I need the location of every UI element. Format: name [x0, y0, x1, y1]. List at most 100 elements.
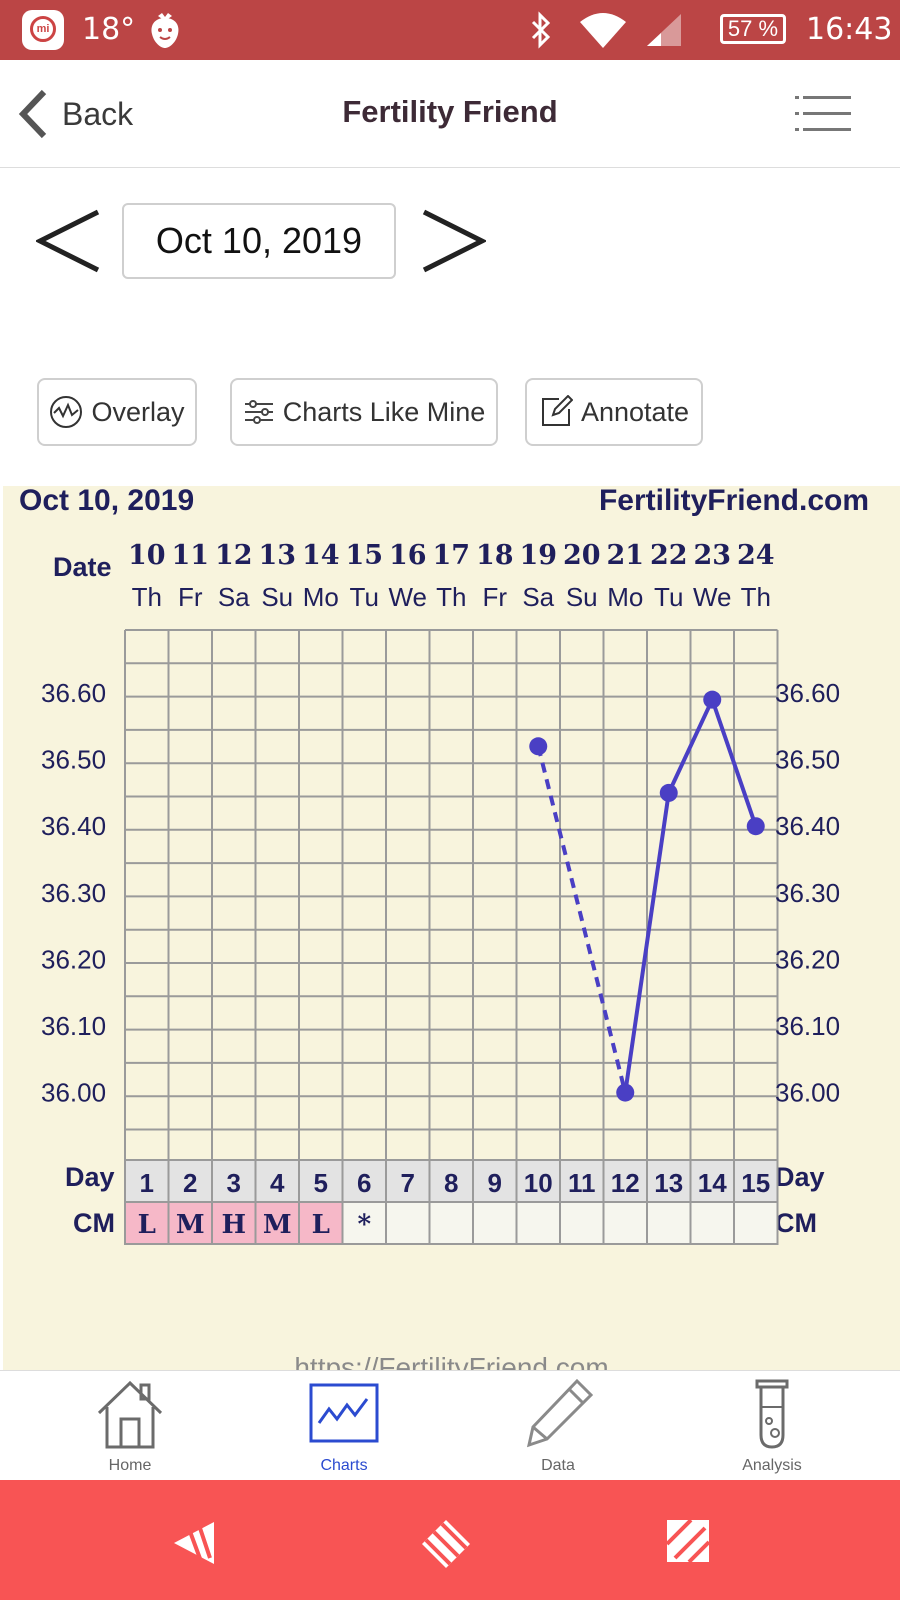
arrow-right-icon — [422, 209, 488, 273]
system-back-button[interactable] — [170, 1518, 220, 1573]
date-label: 22 — [650, 540, 688, 571]
arrow-left-icon — [34, 209, 100, 273]
overlay-button[interactable]: Overlay — [37, 378, 197, 446]
cm-cell — [428, 1201, 474, 1245]
temperature-point — [616, 1083, 635, 1102]
system-home-button[interactable] — [420, 1518, 472, 1575]
cycle-day-label: 14 — [698, 1168, 727, 1198]
day-row-label-right: Day — [775, 1162, 825, 1192]
date-label: 10 — [128, 540, 166, 571]
nav-item-analysis[interactable]: Analysis — [665, 1371, 879, 1481]
weekday-label: Su — [566, 582, 598, 612]
cm-cell — [472, 1201, 518, 1245]
cycle-day-label: 13 — [654, 1168, 683, 1198]
cm-row-label: CM — [73, 1208, 115, 1238]
nav-item-charts[interactable]: Charts — [237, 1371, 451, 1481]
cycle-day-label: 11 — [568, 1168, 596, 1198]
y-tick-label-right: 36.50 — [775, 745, 840, 775]
date-label: 17 — [432, 540, 470, 571]
date-label: 19 — [519, 540, 557, 571]
strawberry-icon — [146, 10, 184, 50]
temperature-point — [703, 690, 722, 709]
y-tick-label-left: 36.50 — [41, 745, 106, 775]
cycle-day-cell — [602, 1159, 648, 1203]
weekday-label: We — [388, 582, 427, 612]
cycle-day-label: 7 — [401, 1168, 415, 1198]
previous-date-button[interactable] — [34, 208, 102, 279]
status-bar: mi 18° 57 % 16:43 — [0, 0, 900, 60]
y-tick-label-right: 36.60 — [775, 678, 840, 708]
temperature-point — [746, 817, 765, 836]
date-label: 23 — [693, 540, 731, 571]
overlay-icon — [50, 396, 83, 428]
system-recents-button[interactable] — [665, 1518, 711, 1569]
cm-cell — [341, 1201, 387, 1245]
cycle-day-label: 6 — [357, 1168, 371, 1198]
charts-icon — [309, 1383, 379, 1443]
cycle-day-cell — [385, 1159, 431, 1203]
date-label: 13 — [258, 540, 296, 571]
weekday-label: Th — [132, 582, 162, 612]
annotate-button[interactable]: Annotate — [525, 378, 703, 446]
weekday-label: Sa — [522, 582, 554, 612]
nav-item-home[interactable]: Home — [23, 1371, 237, 1481]
edit-icon — [541, 395, 573, 426]
temperature-line-dashed — [536, 745, 628, 1094]
y-tick-label-left: 36.20 — [41, 944, 106, 974]
menu-list-icon[interactable] — [795, 94, 851, 139]
back-button[interactable]: Back — [18, 86, 133, 142]
cm-cell — [167, 1201, 213, 1245]
pencil-icon — [526, 1378, 594, 1448]
date-picker[interactable]: Oct 10, 2019 — [122, 203, 396, 279]
weekday-label: We — [693, 582, 732, 612]
cm-value: * — [357, 1210, 371, 1240]
weekday-label: Th — [741, 582, 771, 612]
bbt-chart-panel: Oct 10, 2019 FertilityFriend.com Date 10 Th 1… — [3, 486, 900, 1370]
annotate-label: Annotate — [580, 396, 690, 427]
nav-label-analysis: Analysis — [742, 1457, 802, 1474]
charts-like-mine-label: Charts Like Mine — [282, 396, 486, 427]
cm-value: H — [221, 1210, 246, 1240]
charts-like-mine-button[interactable]: Charts Like Mine — [230, 378, 498, 446]
cm-cell — [515, 1201, 561, 1245]
weekday-label: Mo — [303, 582, 339, 612]
cm-cell — [298, 1201, 344, 1245]
cm-value: M — [176, 1210, 205, 1240]
date-label: 12 — [215, 540, 253, 571]
app-header: Back Fertility Friend — [0, 60, 900, 168]
weekday-label: Tu — [654, 582, 683, 612]
y-tick-label-left: 36.30 — [41, 878, 106, 908]
page-title: Fertility Friend — [342, 94, 558, 129]
recents-square-icon — [665, 1518, 711, 1564]
battery-indicator: 57 % — [720, 14, 786, 44]
date-label: 16 — [389, 540, 427, 571]
cm-cell — [385, 1201, 431, 1245]
cycle-day-cell — [167, 1159, 213, 1203]
weather-temperature: 18° — [82, 12, 136, 47]
weekday-label: Fr — [482, 582, 507, 612]
day-row-label: Day — [65, 1162, 115, 1192]
date-label: 11 — [171, 540, 209, 571]
cycle-day-cell — [341, 1159, 387, 1203]
cycle-day-label: 5 — [314, 1168, 328, 1198]
cycle-day-label: 8 — [444, 1168, 458, 1198]
date-label: 21 — [606, 540, 644, 571]
date-label: 15 — [345, 540, 383, 571]
date-label: 18 — [476, 540, 514, 571]
date-label: 20 — [563, 540, 601, 571]
back-label: Back — [62, 95, 134, 132]
next-date-button[interactable] — [420, 208, 488, 279]
chart-site-label: FertilityFriend.com — [599, 486, 869, 517]
cm-row-label-right: CM — [775, 1208, 817, 1238]
cycle-day-label: 10 — [524, 1168, 553, 1198]
signal-icon — [645, 12, 685, 53]
cycle-day-cell — [559, 1159, 605, 1203]
nav-item-data[interactable]: Data — [451, 1371, 665, 1481]
y-tick-label-right: 36.20 — [775, 944, 840, 974]
y-tick-label-left: 36.40 — [41, 811, 106, 841]
sliders-icon — [244, 400, 273, 424]
cycle-day-label: 9 — [488, 1168, 502, 1198]
cycle-day-label: 2 — [183, 1168, 197, 1198]
cycle-day-label: 3 — [227, 1168, 241, 1198]
cm-cell — [602, 1201, 648, 1245]
